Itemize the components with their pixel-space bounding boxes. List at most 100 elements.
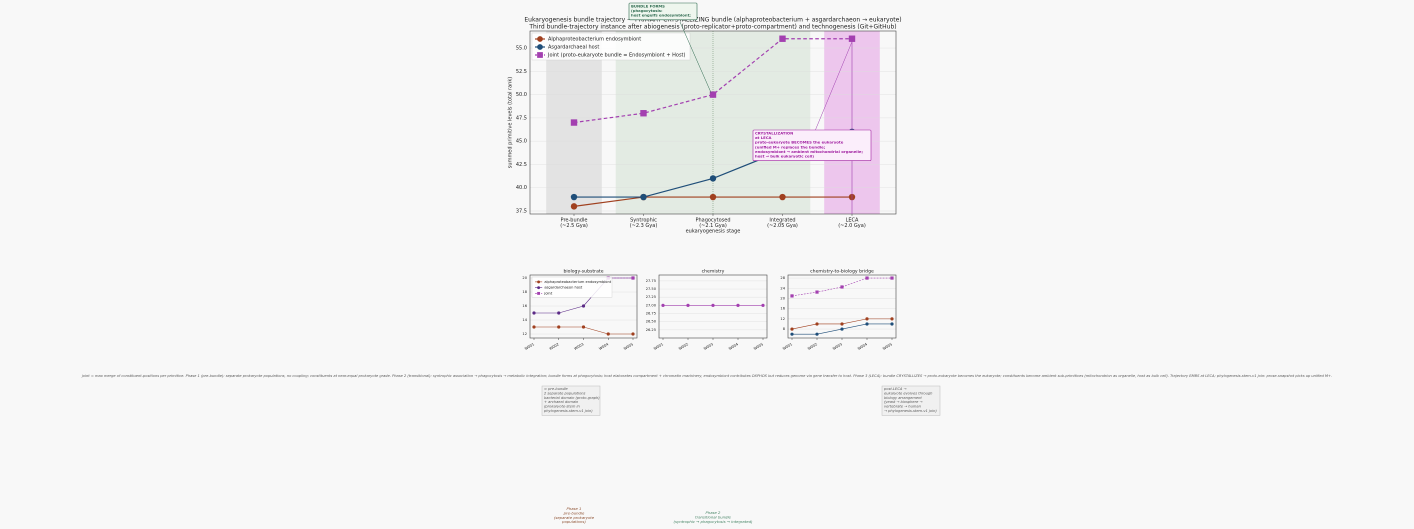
marker xyxy=(570,193,578,201)
marker xyxy=(790,332,794,336)
marker xyxy=(661,303,665,307)
marker xyxy=(890,317,894,321)
y-tick-label: 28 xyxy=(780,276,785,280)
y-tick-label: 47.5 xyxy=(516,115,527,121)
axes-frame xyxy=(658,274,768,339)
marker xyxy=(865,322,869,326)
x-tick-label: W001 xyxy=(653,342,664,351)
annotation-text: (unified M+ replaces the bundle; xyxy=(755,144,826,149)
marker xyxy=(581,325,586,329)
axes-frame xyxy=(787,274,897,339)
x-tick-label: (~2.0 Gya) xyxy=(838,223,866,229)
x-tick-label: W002 xyxy=(807,342,818,351)
series-line xyxy=(573,38,852,124)
y-tick-label: 55.0 xyxy=(516,46,527,52)
side-note-text: → phylogenesis-stem-v1 join) xyxy=(884,409,937,413)
annotation-text: BUNDLE FORMS xyxy=(631,4,665,9)
chart-title: chemistry xyxy=(702,269,725,275)
legend-box xyxy=(531,32,691,61)
side-note-text: ≈ pre-bundle xyxy=(544,387,569,391)
y-tick-label: 16 xyxy=(780,307,785,311)
marker xyxy=(631,332,635,336)
y-tick-label: 50.0 xyxy=(516,92,527,98)
annotation-text: host → bulk eukaryotic cell) xyxy=(755,154,814,159)
annotation-text: endosymbiont → ambient mitochondrial org… xyxy=(755,149,863,154)
legend-label: Joint (proto-eukaryote bundle = Endosymb… xyxy=(547,53,686,59)
annotation-text: at LECA xyxy=(755,135,771,140)
marker xyxy=(709,193,717,201)
marker xyxy=(686,303,690,307)
y-tick-label: 40.0 xyxy=(516,185,527,191)
axes-frame xyxy=(529,274,638,339)
x-tick-label: Syntrophic xyxy=(630,218,657,224)
side-note-box xyxy=(541,385,601,416)
y-tick-label: 42.5 xyxy=(516,162,527,168)
series-line xyxy=(791,277,892,297)
y-tick-label: 27.75 xyxy=(646,279,656,283)
marker xyxy=(532,325,536,329)
y-tick-label: 16 xyxy=(522,304,527,308)
annotation-arrow xyxy=(814,41,853,132)
side-note-box xyxy=(881,385,941,416)
y-tick-label: 20 xyxy=(780,296,785,300)
chart-title: biology-substrate xyxy=(563,269,603,275)
marker xyxy=(640,110,647,117)
chart-title: Eukaryogenesis bundle trajectory — PRIMA… xyxy=(524,17,901,24)
marker xyxy=(570,203,578,210)
legend-label: alphaproteobacterium endosymbiont xyxy=(544,280,611,284)
marker xyxy=(840,322,844,326)
x-tick-label: Phagocytosed xyxy=(695,218,730,224)
side-note-text: (prokaryote-stem in xyxy=(544,405,580,409)
x-tick-label: Integrated xyxy=(769,218,795,224)
x-tick-label: (~2.1 Gya) xyxy=(699,223,727,229)
marker xyxy=(815,290,819,294)
marker xyxy=(815,332,819,336)
annotation-box xyxy=(628,2,698,21)
annotation-text: (phagocytosis: xyxy=(631,8,663,13)
y-tick-label: 14 xyxy=(522,318,527,322)
legend-box xyxy=(531,276,613,298)
phase-note: Phase 1 xyxy=(567,506,582,511)
marker xyxy=(790,327,794,331)
legend-marker xyxy=(537,280,541,284)
y-tick-label: 8 xyxy=(783,327,786,331)
side-note-text: post-LECA → xyxy=(883,387,906,391)
side-note-text: + archaeal domain xyxy=(544,400,579,404)
x-tick-label: W003 xyxy=(573,342,584,351)
x-tick-label: W003 xyxy=(832,342,843,351)
y-tick-label: 26.50 xyxy=(646,320,657,324)
phase-note: (syntrophic → phagocytosis → integrated) xyxy=(674,519,753,524)
y-tick-label: 18 xyxy=(522,290,527,294)
x-tick-label: W001 xyxy=(524,342,535,351)
annotation-box xyxy=(752,129,872,161)
marker xyxy=(709,175,717,182)
phase-note: (separate prokaryote xyxy=(554,515,595,520)
y-tick-label: 24 xyxy=(780,286,785,290)
marker xyxy=(557,325,561,329)
side-note-text: bacterial domain (proto-graph) xyxy=(544,396,600,400)
y-tick-label: 37.5 xyxy=(516,209,527,215)
marker xyxy=(631,276,635,280)
x-tick-label: (~2.3 Gya) xyxy=(630,223,658,229)
legend-marker xyxy=(537,286,541,290)
legend-label: Alphaproteobacterium endosymbiont xyxy=(548,37,641,43)
marker xyxy=(709,91,717,98)
y-tick-label: 26.75 xyxy=(646,312,656,316)
y-tick-label: 27.25 xyxy=(646,295,656,299)
marker xyxy=(711,303,715,307)
legend-label: asgardarchaeon host xyxy=(544,286,582,290)
y-tick-label: 27.50 xyxy=(646,287,657,291)
x-tick-label: W003 xyxy=(703,342,714,351)
chart-title: chemistry-to-biology bridge xyxy=(810,269,874,275)
x-tick-label: LECA xyxy=(846,218,859,224)
marker xyxy=(890,322,894,326)
phase-note: pre-bundle xyxy=(563,510,585,515)
legend-label: joint xyxy=(543,291,552,295)
marker xyxy=(840,327,844,331)
marker xyxy=(890,276,894,280)
phase-note: populations) xyxy=(561,519,586,524)
marker xyxy=(557,311,561,315)
x-tick-label: (~2.5 Gya) xyxy=(560,223,588,229)
marker xyxy=(865,317,869,321)
y-axis-label: summed primitive levels (total rank) xyxy=(508,77,514,168)
